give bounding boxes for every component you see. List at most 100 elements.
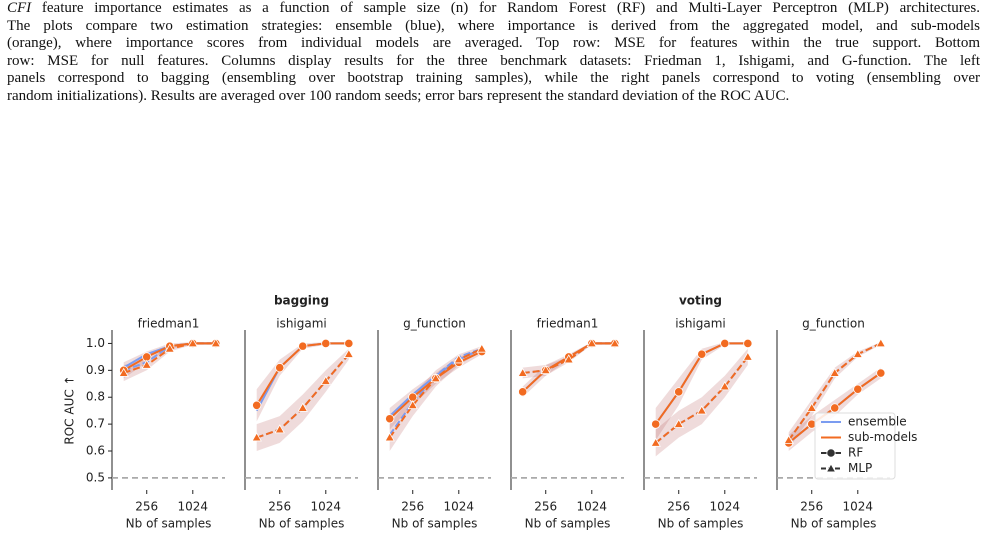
- y-axis-label: ROC AUC ↑: [63, 375, 77, 444]
- x-axis-label: Nb of samples: [791, 517, 877, 531]
- marker: [407, 399, 418, 410]
- marker: [742, 351, 754, 361]
- marker: [141, 359, 152, 369]
- marker: [673, 418, 684, 428]
- legend-marker: [826, 448, 836, 458]
- marker: [275, 363, 285, 373]
- marker: [674, 387, 684, 397]
- x-axis-label: Nb of samples: [259, 517, 345, 531]
- panel-title: ishigami: [675, 317, 726, 331]
- marker: [696, 405, 707, 415]
- panel-title: friedman1: [537, 317, 599, 331]
- marker: [540, 365, 551, 375]
- marker: [830, 403, 840, 413]
- marker: [876, 368, 886, 378]
- caption-line: CFI feature importance estimates as a fu…: [7, 0, 980, 18]
- x-axis-label: Nb of samples: [658, 517, 744, 531]
- marker: [476, 343, 488, 353]
- x-tick-label: 1024: [178, 500, 209, 514]
- marker: [650, 437, 661, 447]
- panel-title: g_function: [403, 317, 466, 331]
- y-tick-label: 0.9: [86, 363, 105, 377]
- marker: [210, 338, 222, 348]
- panel-title: friedman1: [138, 317, 200, 331]
- marker: [251, 432, 262, 442]
- group-title: voting: [679, 294, 722, 308]
- legend-label: sub-models: [848, 430, 917, 444]
- marker: [321, 338, 331, 349]
- marker: [343, 348, 355, 358]
- panel-title: ishigami: [276, 317, 327, 331]
- x-tick-label: 256: [268, 500, 291, 514]
- y-tick-label: 0.7: [86, 417, 105, 431]
- panel-title: g_function: [802, 317, 865, 331]
- caption: CFI feature importance estimates as a fu…: [7, 0, 980, 106]
- marker: [385, 414, 395, 424]
- legend-box: [814, 412, 896, 480]
- caption-lead: CFI: [7, 0, 32, 16]
- x-tick-label: 1024: [577, 500, 608, 514]
- group-title: bagging: [274, 294, 329, 308]
- caption-line: panels correspond to bagging (ensembling…: [7, 70, 980, 87]
- marker: [297, 402, 308, 412]
- y-tick-label: 0.5: [86, 470, 105, 484]
- legend-label: ensemble: [848, 415, 907, 429]
- marker: [697, 349, 707, 359]
- marker: [453, 354, 464, 364]
- x-tick-label: 256: [401, 500, 424, 514]
- series-line: [522, 342, 615, 374]
- marker: [806, 402, 817, 412]
- marker: [783, 434, 794, 445]
- marker: [829, 367, 840, 377]
- marker: [517, 367, 528, 377]
- marker: [252, 400, 262, 410]
- x-tick-label: 256: [800, 500, 823, 514]
- y-tick-label: 0.6: [86, 444, 105, 458]
- marker: [187, 338, 198, 348]
- marker: [651, 419, 661, 429]
- marker: [344, 338, 354, 349]
- marker: [719, 381, 730, 391]
- marker: [853, 384, 863, 394]
- error-band: [655, 348, 748, 457]
- caption-line: row: MSE for null features. Columns disp…: [7, 52, 980, 69]
- x-axis-label: Nb of samples: [126, 517, 212, 531]
- marker: [586, 338, 597, 348]
- caption-text: feature importance estimates as a functi…: [31, 0, 980, 16]
- marker: [720, 338, 730, 349]
- y-tick-label: 1.0: [86, 336, 105, 350]
- x-tick-label: 1024: [843, 500, 874, 514]
- x-tick-label: 1024: [444, 500, 475, 514]
- error-band: [256, 342, 349, 422]
- caption-line: The plots compare two estimation strateg…: [7, 17, 980, 34]
- caption-line: (orange), where importance scores from i…: [7, 35, 980, 52]
- legend-label: MLP: [848, 461, 872, 475]
- x-tick-label: 256: [135, 500, 158, 514]
- marker: [298, 341, 308, 351]
- marker: [384, 432, 395, 442]
- x-tick-label: 256: [534, 500, 557, 514]
- marker: [274, 424, 285, 434]
- y-tick-label: 0.8: [86, 390, 105, 404]
- error-band: [655, 342, 748, 441]
- error-band: [522, 342, 615, 398]
- marker: [118, 367, 129, 377]
- marker: [875, 338, 887, 348]
- marker: [609, 338, 621, 348]
- caption-line: random initializations). Results are ave…: [7, 87, 790, 104]
- x-axis-label: Nb of samples: [392, 517, 478, 531]
- marker: [743, 338, 753, 349]
- marker: [430, 373, 441, 383]
- marker: [164, 343, 175, 353]
- x-tick-label: 1024: [710, 500, 741, 514]
- x-tick-label: 256: [667, 500, 690, 514]
- legend-label: RF: [848, 446, 863, 460]
- x-axis-label: Nb of samples: [525, 517, 611, 531]
- error-band: [256, 348, 349, 451]
- marker: [563, 354, 574, 364]
- legend-marker: [825, 463, 837, 473]
- marker: [320, 375, 331, 385]
